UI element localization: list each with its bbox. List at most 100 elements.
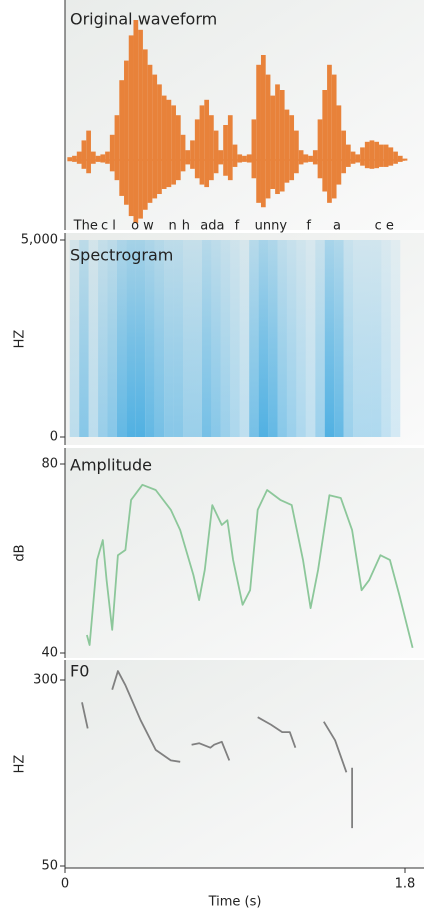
- waveform-bar: [152, 74, 158, 199]
- waveform-bar: [142, 49, 148, 210]
- waveform-bar: [327, 64, 332, 203]
- spectrogram-column: [239, 240, 250, 437]
- spectrogram-column: [381, 240, 391, 437]
- waveform-bar: [199, 105, 205, 185]
- waveform-bar: [360, 147, 365, 166]
- waveform-bar: [289, 115, 295, 181]
- waveform-bar: [218, 150, 224, 165]
- waveform-bar: [105, 151, 110, 164]
- waveform-bar: [109, 134, 115, 172]
- spectrogram-column: [154, 240, 165, 437]
- waveform-bar: [374, 141, 380, 169]
- waveform-bar: [81, 140, 87, 169]
- spectrogram-column: [324, 240, 335, 437]
- x-axis-label: Time (s): [208, 895, 262, 910]
- y-axis-label: HZ: [13, 755, 28, 774]
- spectrogram-column: [220, 240, 231, 437]
- spectrogram-column: [334, 240, 344, 437]
- panel-title: F0: [70, 662, 89, 681]
- waveform-bar: [303, 154, 309, 163]
- waveform-bar: [312, 150, 318, 165]
- spectrogram-column: [98, 240, 108, 437]
- word-label: n: [169, 219, 177, 234]
- panel-title: Amplitude: [70, 456, 152, 475]
- spectrogram-column: [277, 240, 287, 437]
- waveform-bar: [331, 74, 337, 199]
- spectrogram-column: [286, 240, 297, 437]
- spectrogram-column: [249, 240, 259, 437]
- spectrogram-column: [79, 240, 89, 437]
- spectrogram-column: [201, 240, 212, 437]
- y-tick-label: 300: [33, 673, 58, 688]
- spectrogram-column: [88, 240, 99, 437]
- panel-background: [65, 448, 424, 658]
- waveform-bar: [294, 130, 299, 174]
- waveform-bar: [270, 95, 276, 189]
- spectrogram-column: [268, 240, 278, 437]
- spectrogram-column: [371, 240, 382, 437]
- waveform-bar: [161, 95, 167, 189]
- waveform-bar: [190, 140, 195, 169]
- waveform-bar: [345, 144, 351, 167]
- waveform-bar: [397, 155, 403, 162]
- waveform-bar: [227, 115, 233, 181]
- word-label: f: [235, 219, 240, 234]
- waveform-bar: [72, 155, 77, 162]
- waveform-bar: [242, 155, 247, 162]
- waveform-bar: [256, 64, 261, 203]
- waveform-bar: [350, 151, 356, 164]
- spectrogram-column: [145, 240, 155, 437]
- spectrogram-column: [353, 240, 363, 437]
- y-axis-label: HZ: [13, 330, 28, 349]
- panel-background: [65, 660, 424, 868]
- waveform-bar: [246, 154, 252, 163]
- spectrogram-column: [192, 240, 202, 437]
- spectrogram-column: [126, 240, 136, 437]
- panel-title: Spectrogram: [70, 246, 173, 265]
- waveform-bar: [171, 105, 176, 185]
- waveform-bar: [128, 35, 134, 217]
- waveform-bar: [119, 80, 125, 196]
- waveform-bar: [393, 151, 398, 164]
- waveform-bar: [317, 119, 323, 179]
- waveform-bar: [355, 154, 361, 163]
- waveform-bar: [95, 155, 101, 162]
- waveform-bar: [369, 140, 375, 169]
- waveform-bar: [388, 147, 394, 166]
- waveform-bar: [209, 115, 214, 181]
- waveform-bar: [147, 64, 153, 203]
- word-label: a: [333, 219, 341, 234]
- spectrogram-column: [230, 240, 240, 437]
- waveform-bar: [275, 84, 280, 195]
- y-axis-label: dB: [13, 544, 28, 561]
- word-label: unny: [255, 219, 288, 234]
- waveform-bar: [124, 60, 129, 205]
- spectrogram-column: [107, 240, 117, 437]
- spectrogram-column: [164, 240, 174, 437]
- panel-title: Original waveform: [70, 10, 217, 29]
- spectrogram-column: [390, 240, 401, 437]
- word-label: h: [182, 219, 190, 234]
- waveform-bar: [157, 84, 162, 195]
- spectrogram-column: [315, 240, 325, 437]
- y-tick-label: 40: [41, 646, 58, 661]
- waveform-bar: [100, 154, 106, 163]
- y-tick-label: 80: [41, 457, 58, 472]
- waveform-bar: [383, 144, 389, 167]
- spectrogram-column: [116, 240, 127, 437]
- y-tick-label: 50: [41, 859, 58, 874]
- waveform-bar: [185, 150, 191, 165]
- waveform-bar: [379, 144, 384, 167]
- waveform-bar: [308, 155, 313, 162]
- spectrogram-column: [135, 240, 146, 437]
- waveform-bar: [232, 144, 238, 167]
- waveform-bar: [213, 130, 219, 174]
- waveform-bar: [237, 154, 243, 163]
- waveform-bar: [223, 125, 228, 176]
- waveform-bar: [90, 151, 96, 164]
- spectrogram-column: [69, 240, 80, 437]
- waveform-bar: [133, 20, 139, 223]
- spectrogram-column: [362, 240, 372, 437]
- waveform-bar: [260, 55, 266, 208]
